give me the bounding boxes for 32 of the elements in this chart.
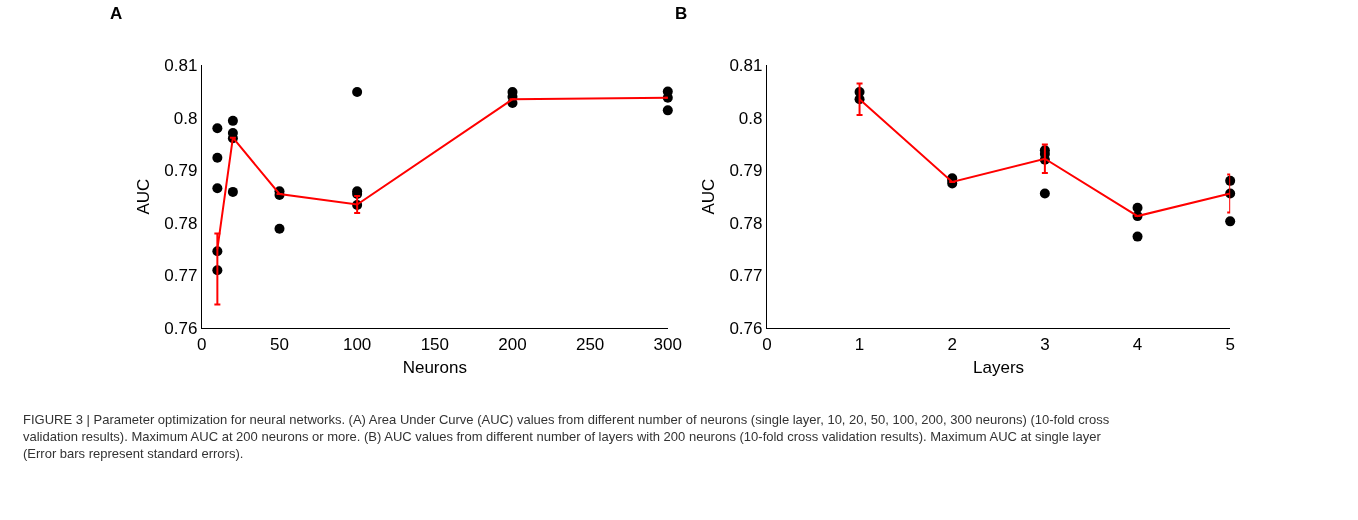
y-axis-title: AUC [698, 178, 718, 215]
x-axis-title: Neurons [402, 357, 467, 377]
y-tick-label: 0.77 [729, 266, 763, 286]
y-tick-label: 0.76 [164, 319, 198, 339]
x-tick-label: 0 [197, 334, 207, 354]
y-tick-label: 0.78 [164, 213, 198, 233]
x-tick-label: 200 [498, 334, 527, 354]
x-tick-label: 4 [1132, 334, 1143, 354]
y-tick-label: 0.81 [729, 56, 763, 76]
y-tick-label: 0.79 [729, 161, 763, 181]
x-tick-label: 1 [854, 334, 865, 354]
x-tick-label: 50 [270, 334, 289, 354]
y-axis-title: AUC [133, 178, 153, 215]
caption: FIGURE 3 | Parameter optimization for neural networks. (A) Area Under Curve (AUC) values from different number of neurons (single layer, 10, 20, 50, 100, 200, 300 neurons) (10-fold cross validation results). Maximum AUC at 200 neurons or more. (B) AUC values from different number of layers with 200 neurons (10-fold cross validation results). Maximum AUC at single layer (Error bars represent standard errors). [23, 412, 1110, 461]
x-tick-label: 2 [947, 334, 957, 354]
x-tick-label: 0 [762, 334, 772, 354]
y-tick-label: 0.78 [729, 213, 763, 233]
y-tick-label: 0.76 [729, 319, 763, 339]
y-tick-label: 0.77 [164, 266, 198, 286]
x-tick-label: 5 [1225, 334, 1235, 354]
x-tick-label: 3 [1040, 334, 1050, 354]
y-tick-label: 0.8 [173, 108, 198, 128]
x-axis-title: Layers [973, 357, 1025, 377]
x-tick-label: 150 [420, 334, 450, 354]
x-tick-label: 100 [342, 334, 372, 354]
x-tick-label: 300 [653, 334, 682, 354]
chart-title: B [675, 4, 688, 23]
x-tick-label: 250 [575, 334, 605, 354]
y-tick-label: 0.8 [738, 108, 763, 128]
y-tick-label: 0.81 [164, 56, 198, 76]
y-tick-label: 0.79 [164, 161, 198, 181]
chart-title: A [110, 4, 123, 23]
